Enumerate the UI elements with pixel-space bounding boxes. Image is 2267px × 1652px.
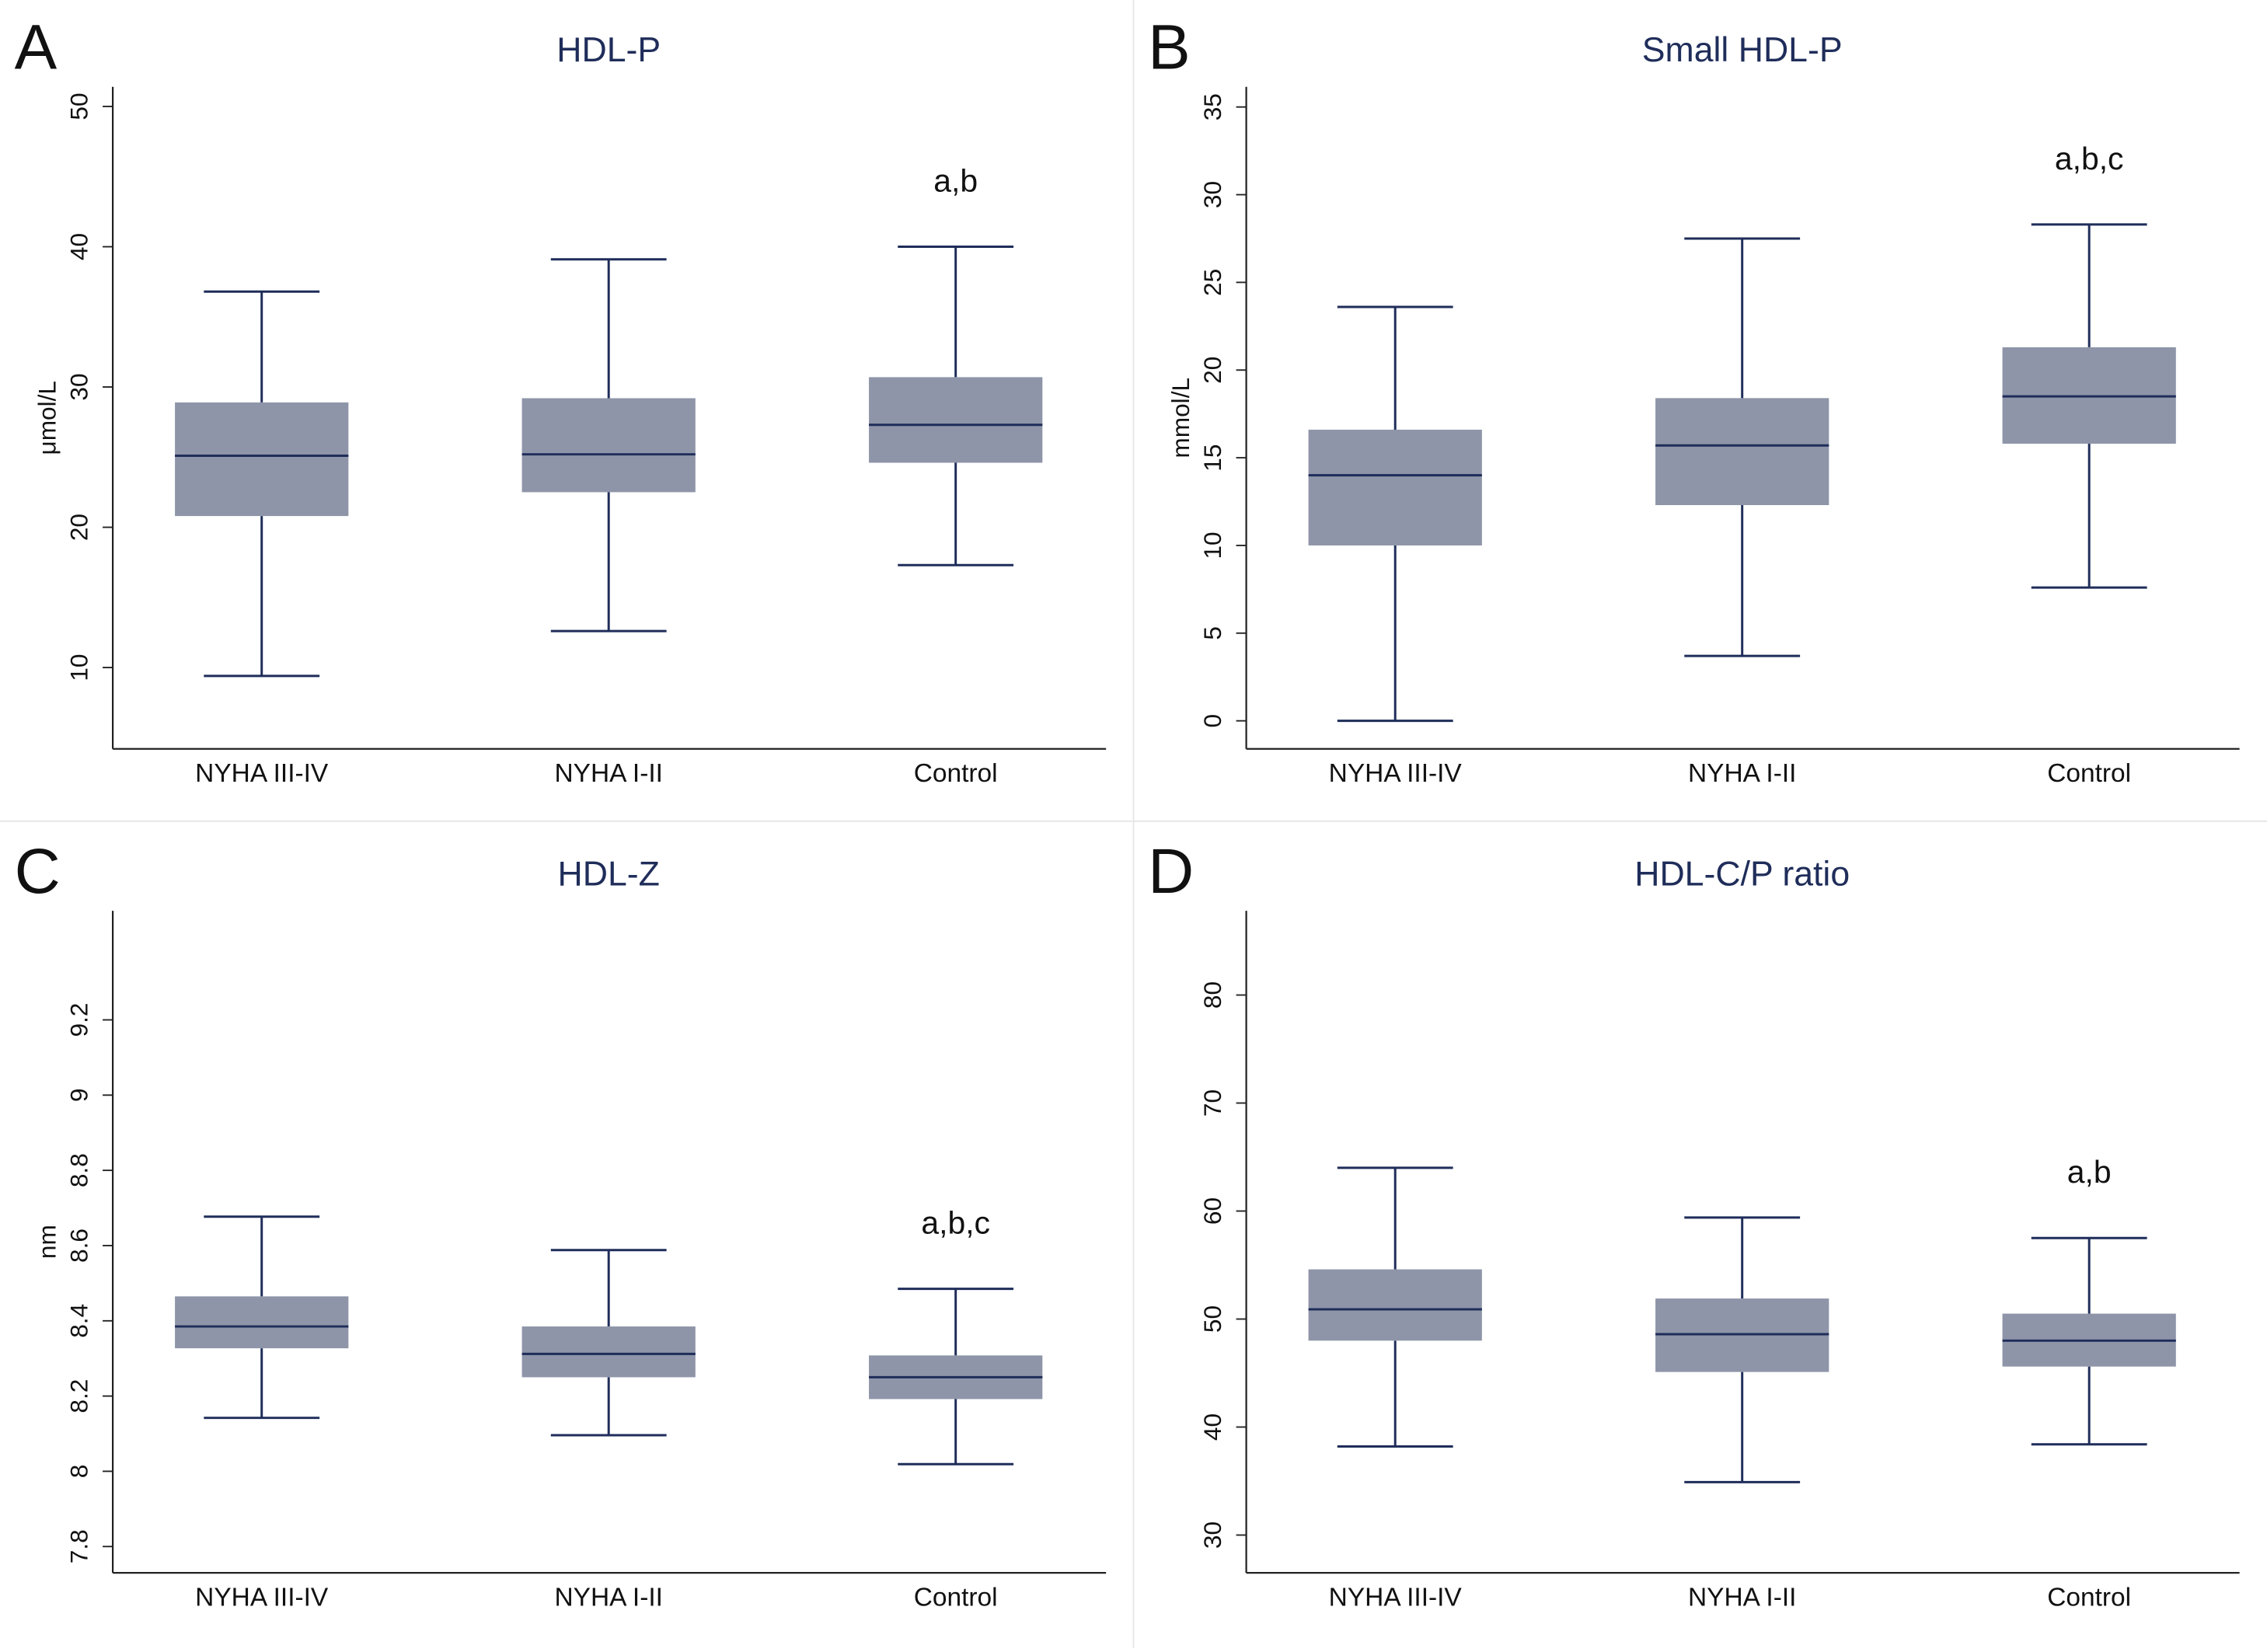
chart-title: Small HDL-P xyxy=(1642,31,1843,69)
x-tick-label: NYHA I-II xyxy=(554,1583,662,1612)
chart-title: HDL-Z xyxy=(557,855,659,893)
x-tick-label: Control xyxy=(2047,1583,2131,1612)
y-tick-label: 8.4 xyxy=(65,1304,93,1338)
y-tick-label: 15 xyxy=(1198,444,1226,472)
box xyxy=(1308,1269,1482,1341)
panel-label: D xyxy=(1148,836,1194,907)
y-tick-label: 30 xyxy=(1198,181,1226,208)
y-tick-label: 8.8 xyxy=(65,1153,93,1187)
y-tick-label: 70 xyxy=(1198,1089,1226,1117)
y-tick-label: 8.6 xyxy=(65,1229,93,1263)
x-tick-label: Control xyxy=(914,1583,998,1612)
y-tick-label: 9.2 xyxy=(65,1003,93,1037)
panel-label: B xyxy=(1148,12,1191,83)
y-tick-label: 5 xyxy=(1198,626,1226,640)
box xyxy=(1655,398,1829,506)
y-tick-label: 25 xyxy=(1198,269,1226,296)
chart-title: HDL-C/P ratio xyxy=(1634,855,1850,893)
y-tick-label: 40 xyxy=(1198,1413,1226,1441)
y-tick-label: 50 xyxy=(1198,1305,1226,1333)
y-tick-label: 0 xyxy=(1198,714,1226,728)
y-tick-label: 30 xyxy=(1198,1521,1226,1549)
y-tick-label: 35 xyxy=(1198,93,1226,120)
y-tick-label: 8 xyxy=(65,1465,93,1479)
y-tick-label: 50 xyxy=(65,92,93,120)
y-axis-label: μmol/L xyxy=(33,381,61,455)
box xyxy=(1308,429,1482,545)
y-axis-label: nm xyxy=(33,1225,61,1259)
y-tick-label: 20 xyxy=(1198,357,1226,384)
y-tick-label: 10 xyxy=(65,653,93,681)
x-tick-label: NYHA III-IV xyxy=(1329,759,1463,788)
box xyxy=(521,1326,696,1378)
box xyxy=(869,377,1043,463)
y-axis-label: mmol/L xyxy=(1167,378,1195,458)
x-tick-label: NYHA III-IV xyxy=(195,1583,329,1612)
x-tick-label: NYHA I-II xyxy=(554,759,662,788)
y-tick-label: 8.2 xyxy=(65,1379,93,1413)
panel-label: C xyxy=(15,836,61,907)
chart-title: HDL-P xyxy=(556,31,661,69)
y-tick-label: 60 xyxy=(1198,1197,1226,1225)
y-tick-label: 80 xyxy=(1198,981,1226,1009)
x-tick-label: NYHA III-IV xyxy=(195,759,329,788)
y-tick-label: 30 xyxy=(65,373,93,400)
box xyxy=(521,398,696,493)
annotation: a,b xyxy=(933,162,978,198)
x-tick-label: Control xyxy=(914,759,998,788)
box xyxy=(175,402,349,517)
box xyxy=(175,1296,349,1349)
y-tick-label: 40 xyxy=(65,233,93,260)
annotation: a,b xyxy=(2067,1154,2112,1190)
panel-label: A xyxy=(15,12,58,83)
y-tick-label: 7.8 xyxy=(65,1529,93,1563)
y-tick-label: 20 xyxy=(65,514,93,541)
annotation: a,b,c xyxy=(2055,141,2124,176)
x-tick-label: NYHA I-II xyxy=(1688,1583,1796,1612)
annotation: a,b,c xyxy=(921,1205,990,1241)
x-tick-label: NYHA III-IV xyxy=(1329,1583,1463,1612)
y-tick-label: 10 xyxy=(1198,531,1226,559)
x-tick-label: Control xyxy=(2047,759,2131,788)
x-tick-label: NYHA I-II xyxy=(1688,759,1796,788)
y-tick-label: 9 xyxy=(65,1089,93,1103)
